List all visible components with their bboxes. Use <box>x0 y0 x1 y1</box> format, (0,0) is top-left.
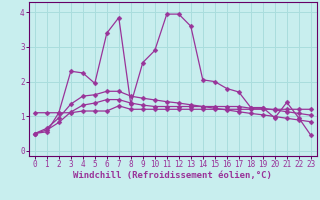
X-axis label: Windchill (Refroidissement éolien,°C): Windchill (Refroidissement éolien,°C) <box>73 171 272 180</box>
